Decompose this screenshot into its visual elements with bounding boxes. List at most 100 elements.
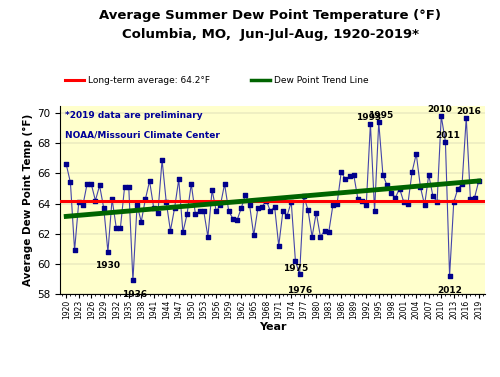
Legend: Long-term average: 64.2°F, Dew Point Trend Line: Long-term average: 64.2°F, Dew Point Tre… bbox=[64, 76, 368, 85]
Point bbox=[283, 213, 291, 219]
Point bbox=[120, 184, 128, 190]
Point bbox=[83, 181, 91, 187]
Point bbox=[262, 198, 270, 204]
Point bbox=[404, 201, 412, 207]
Text: *2019 data are preliminary: *2019 data are preliminary bbox=[65, 111, 202, 120]
Point bbox=[104, 249, 112, 255]
Point bbox=[254, 205, 262, 211]
Point bbox=[333, 201, 341, 207]
Point bbox=[337, 169, 345, 175]
Text: 2012: 2012 bbox=[437, 285, 462, 294]
Text: 1995: 1995 bbox=[368, 111, 394, 120]
Point bbox=[354, 196, 362, 202]
Point bbox=[475, 178, 483, 184]
Point bbox=[220, 181, 228, 187]
Point bbox=[212, 208, 220, 214]
Point bbox=[320, 228, 328, 234]
Point bbox=[433, 199, 441, 205]
Text: 2011: 2011 bbox=[435, 131, 460, 140]
Point bbox=[66, 179, 74, 185]
Point bbox=[216, 202, 224, 208]
Point bbox=[225, 208, 233, 214]
Point bbox=[308, 234, 316, 240]
Point bbox=[366, 121, 374, 127]
Text: 1936: 1936 bbox=[122, 290, 148, 299]
Point bbox=[129, 277, 137, 284]
Point bbox=[350, 172, 358, 178]
Point bbox=[258, 204, 266, 210]
Point bbox=[62, 161, 70, 167]
Point bbox=[470, 195, 478, 201]
Point bbox=[162, 199, 170, 205]
Point bbox=[246, 202, 254, 208]
Point bbox=[412, 151, 420, 157]
Point bbox=[75, 199, 83, 205]
Point bbox=[304, 207, 312, 213]
Point bbox=[146, 178, 154, 184]
Point bbox=[175, 176, 183, 182]
Text: 1975: 1975 bbox=[283, 264, 308, 273]
Point bbox=[396, 185, 404, 192]
Point bbox=[179, 229, 187, 235]
Point bbox=[450, 199, 458, 205]
Point bbox=[325, 229, 333, 235]
Text: 1993: 1993 bbox=[356, 113, 381, 122]
Point bbox=[270, 204, 278, 210]
Point bbox=[279, 208, 287, 214]
Point bbox=[458, 181, 466, 187]
Point bbox=[242, 192, 250, 198]
Point bbox=[437, 113, 446, 119]
Point bbox=[196, 208, 203, 214]
Point bbox=[408, 169, 416, 175]
Point bbox=[375, 119, 383, 125]
Text: 2016: 2016 bbox=[456, 107, 481, 116]
Point bbox=[125, 184, 133, 190]
Point bbox=[138, 219, 145, 225]
Point bbox=[192, 211, 200, 217]
Point bbox=[183, 211, 191, 217]
Point bbox=[383, 182, 391, 188]
Point bbox=[300, 193, 308, 199]
Point bbox=[442, 139, 450, 145]
Point bbox=[462, 115, 470, 121]
Text: 2010: 2010 bbox=[427, 105, 452, 114]
Point bbox=[238, 205, 246, 211]
Point bbox=[466, 196, 474, 202]
Point bbox=[108, 196, 116, 202]
Point bbox=[342, 176, 349, 182]
Point bbox=[96, 182, 104, 188]
Text: Columbia, MO,  Jun-Jul-Aug, 1920-2019*: Columbia, MO, Jun-Jul-Aug, 1920-2019* bbox=[122, 28, 418, 41]
Text: NOAA/Missouri Climate Center: NOAA/Missouri Climate Center bbox=[65, 130, 220, 139]
Point bbox=[379, 172, 387, 178]
Point bbox=[166, 228, 174, 234]
Point bbox=[204, 234, 212, 240]
Point bbox=[92, 198, 100, 204]
Point bbox=[116, 225, 124, 231]
Point bbox=[229, 216, 237, 222]
Point bbox=[316, 234, 324, 240]
Point bbox=[200, 208, 208, 214]
Point bbox=[170, 205, 178, 211]
Point bbox=[287, 199, 295, 205]
X-axis label: Year: Year bbox=[259, 322, 286, 332]
Point bbox=[420, 202, 428, 208]
Point bbox=[346, 173, 354, 179]
Point bbox=[142, 196, 150, 202]
Point bbox=[133, 202, 141, 208]
Point bbox=[362, 202, 370, 208]
Point bbox=[70, 247, 78, 253]
Point bbox=[429, 193, 437, 199]
Point bbox=[233, 217, 241, 223]
Point bbox=[312, 210, 320, 216]
Point bbox=[150, 205, 158, 211]
Point bbox=[188, 181, 196, 187]
Point bbox=[154, 210, 162, 216]
Point bbox=[425, 172, 433, 178]
Point bbox=[158, 157, 166, 163]
Text: 1976: 1976 bbox=[287, 285, 312, 294]
Point bbox=[400, 199, 408, 205]
Point bbox=[358, 198, 366, 204]
Point bbox=[446, 273, 454, 279]
Point bbox=[112, 225, 120, 231]
Point bbox=[370, 208, 378, 214]
